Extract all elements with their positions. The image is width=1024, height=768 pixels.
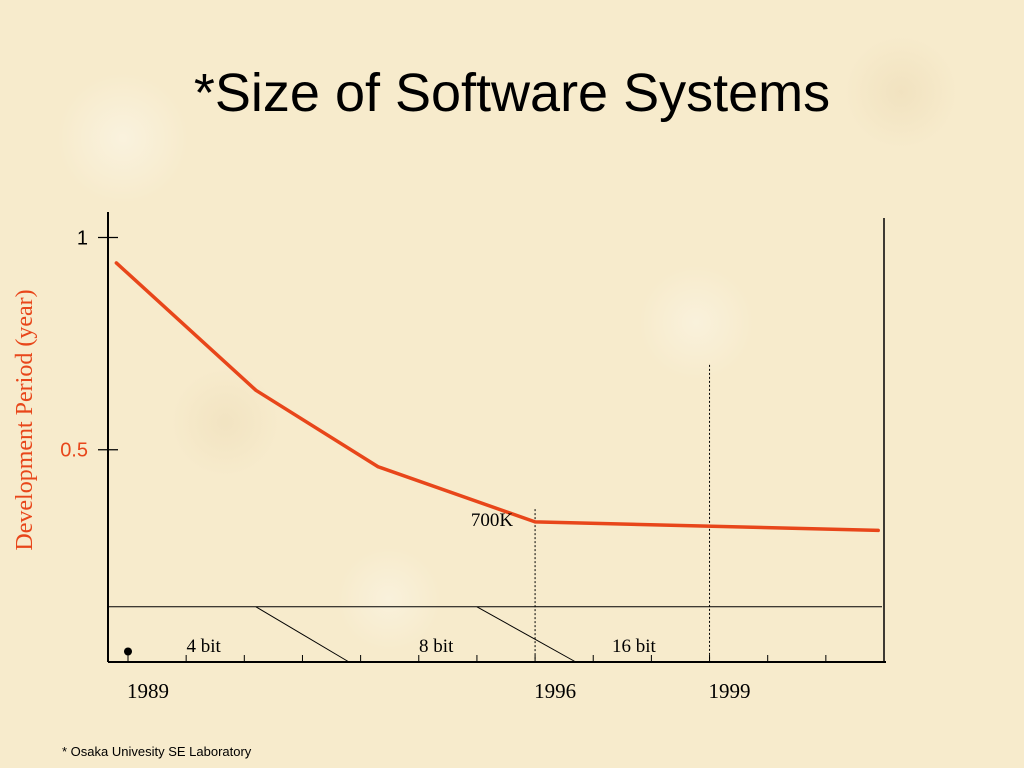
x-tick-label: 1996 [534, 679, 576, 703]
era-label: 8 bit [419, 636, 454, 657]
origin-dot [124, 647, 132, 656]
data-point [254, 388, 258, 392]
x-tick-label: 1989 [127, 679, 169, 703]
y-tick-label: 0.5 [60, 440, 88, 462]
data-point [533, 520, 537, 524]
y-axis-label: Development Period (year) [12, 289, 38, 550]
slide-title: *Size of Software Systems [193, 63, 831, 123]
era-label: 4 bit [186, 636, 221, 657]
era-label: 16 bit [612, 636, 657, 657]
series-line [114, 261, 880, 533]
y-tick-label: 1 [77, 227, 88, 249]
x-tick-label: 1999 [709, 679, 751, 703]
footnote: * Osaka Univesity SE Laboratory [62, 744, 252, 759]
annotation-700k: 700K [471, 510, 514, 531]
data-point [114, 261, 118, 265]
era-divider [476, 606, 577, 663]
data-point [876, 528, 880, 532]
data-point [376, 465, 380, 469]
era-divider [255, 606, 350, 663]
